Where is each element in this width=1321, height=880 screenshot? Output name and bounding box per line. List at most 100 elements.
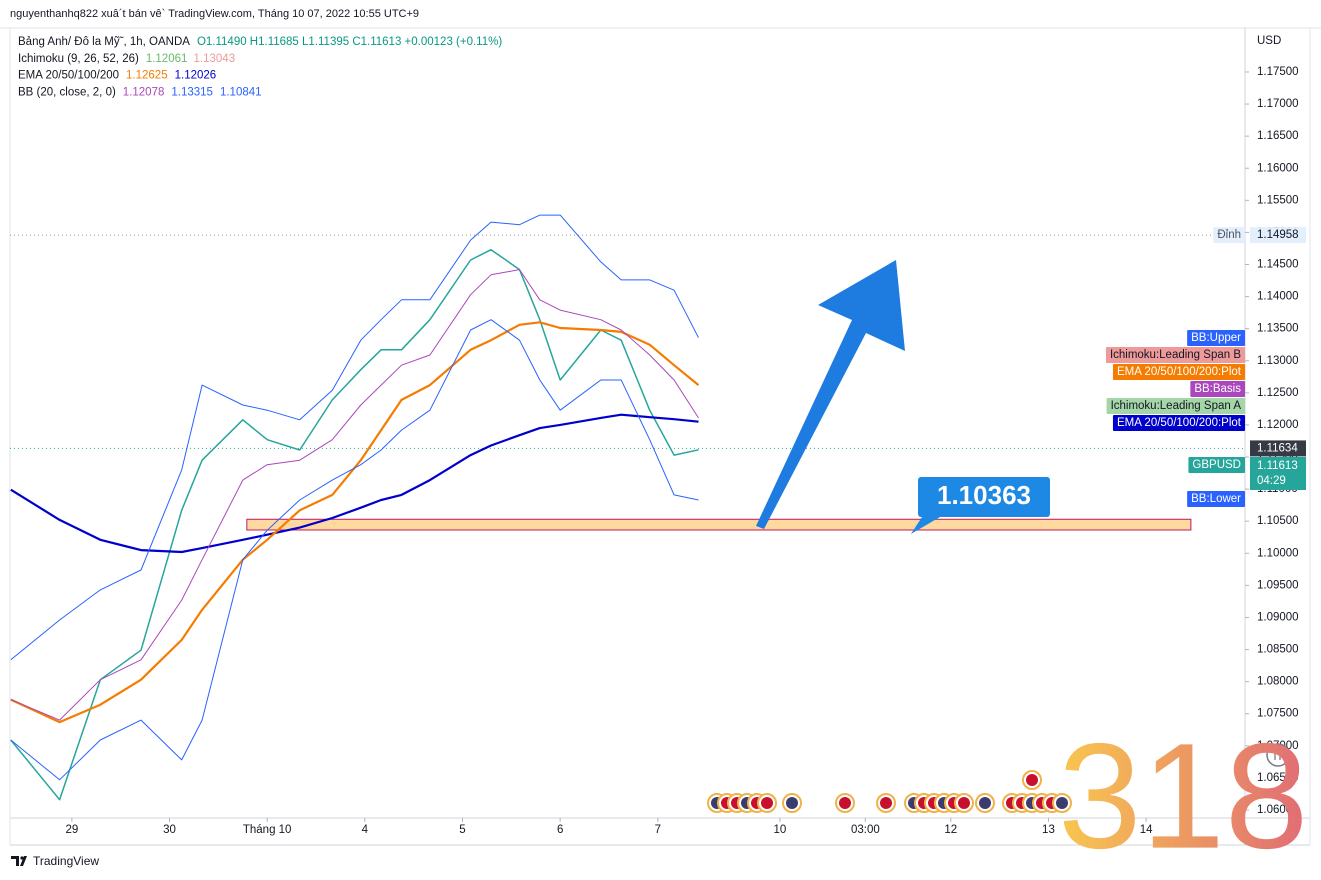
- y-tick-label: 1.12000: [1257, 419, 1299, 431]
- series-line: [10, 269, 699, 721]
- series-tag: EMA 20/50/100/200:Plot: [1112, 415, 1245, 431]
- tm-icon-glyph: [1271, 748, 1287, 760]
- zone-callout-label: 1.10363: [937, 480, 1031, 510]
- y-tick-label: 1.14000: [1257, 291, 1299, 303]
- y-tick-label: 1.17500: [1257, 66, 1299, 78]
- y-tick-label: 1.12500: [1257, 387, 1299, 399]
- indicator-tag: Ichimoku:Leading Span B: [1105, 347, 1245, 363]
- tradingview-logo: [11, 856, 27, 866]
- series-tag-text: EMA 20/50/100/200:Plot: [1117, 366, 1242, 378]
- y-tick-label: 1.13500: [1257, 323, 1299, 335]
- x-tick-label: 03:00: [851, 824, 880, 836]
- series-tag-box: [1112, 364, 1245, 380]
- legend-title: EMA 20/50/100/200: [18, 70, 119, 82]
- legend-value: 1.12078: [123, 86, 165, 98]
- x-tick-label: 13: [1042, 824, 1055, 836]
- series-line: [10, 248, 699, 801]
- y-tick-label: 1.10000: [1257, 547, 1299, 559]
- x-tick-label: 12: [944, 824, 957, 836]
- legend-row: BB (20, close, 2, 0) 1.12078 1.13315 1.1084…: [18, 86, 262, 98]
- tm-icon-ring: [1266, 743, 1290, 767]
- y-tick-label: 1.06500: [1257, 772, 1299, 784]
- event-icon-flag: [786, 797, 798, 809]
- y-tick-label: 1.07500: [1257, 708, 1299, 720]
- y-tick-label: 1.09000: [1257, 611, 1299, 623]
- indicator-tag-box: [1105, 347, 1245, 363]
- series-line: [10, 319, 699, 781]
- series-tag-box: [1112, 415, 1245, 431]
- indicator-tag: Ichimoku:Leading Span A: [1106, 398, 1245, 414]
- series-line: [10, 214, 699, 661]
- series-tag-box: [1187, 330, 1245, 346]
- event-icon-flag: [958, 797, 970, 809]
- tm-icon: [1266, 743, 1290, 767]
- event-icon-flag: [839, 797, 851, 809]
- legend-value: O1.11490 H1.11685 L1.11395 C1.11613 +0.0…: [197, 36, 502, 48]
- series-line: [10, 321, 700, 724]
- y-tick-label: 1.15500: [1257, 194, 1299, 206]
- y-tick-label: 1.16500: [1257, 130, 1299, 142]
- legend-value: 1.12625: [126, 70, 168, 82]
- level-tag-text: Đỉnh: [1217, 229, 1241, 241]
- series-tag-text: BB:Lower: [1191, 493, 1241, 505]
- legend-row: EMA 20/50/100/200 1.12625 1.12026: [18, 70, 216, 82]
- x-tick-label: 14: [1140, 824, 1153, 836]
- level-axis-label: 1.11634: [1257, 442, 1298, 454]
- countdown-label: 04:29: [1257, 475, 1286, 487]
- y-tick-label: 1.08500: [1257, 644, 1299, 656]
- series-tag-box: [1188, 457, 1245, 473]
- series-tag-box: [1187, 491, 1245, 507]
- y-tick-label: 1.08000: [1257, 676, 1299, 688]
- watermark: 318: [1058, 712, 1308, 880]
- y-tick-label: 1.16000: [1257, 162, 1299, 174]
- series-tag: BB:Basis: [1190, 381, 1245, 397]
- y-tick-label: 1.06000: [1257, 804, 1299, 816]
- series-tag-text: BB:Basis: [1194, 383, 1241, 395]
- legend-value: 1.12061: [146, 53, 187, 65]
- legend-value: 1.13043: [194, 53, 236, 65]
- series-tag: BB:Lower: [1187, 491, 1245, 507]
- series-tag-text: BB:Upper: [1191, 332, 1241, 344]
- y-tick-label: 1.10500: [1257, 515, 1299, 527]
- zone-callout-pointer: [910, 517, 940, 534]
- x-tick-label: 6: [557, 824, 563, 836]
- x-tick-label: 30: [163, 824, 176, 836]
- arrow-drawing: [756, 260, 905, 529]
- event-icon-flag: [761, 797, 773, 809]
- legend-row: Ichimoku (9, 26, 52, 26) 1.12061 1.13043: [18, 53, 235, 65]
- y-tick-label: 1.09500: [1257, 579, 1299, 591]
- series-tag: BB:Upper: [1187, 330, 1245, 346]
- series-tag-text: GBPUSD: [1192, 459, 1241, 471]
- y-tick-label: 1.14500: [1257, 259, 1299, 271]
- x-tick-label: 29: [65, 824, 78, 836]
- indicator-tag-text: Ichimoku:Leading Span A: [1111, 400, 1242, 412]
- level-tag: Đỉnh: [1213, 227, 1245, 244]
- footer-text: TradingView: [33, 854, 99, 868]
- logo-dot: [20, 856, 24, 860]
- support-zone: [246, 518, 1192, 531]
- legend-value: 1.10841: [220, 86, 262, 98]
- series-tag-box: [1190, 381, 1245, 397]
- legend-value: 1.12026: [175, 70, 217, 82]
- level-tag-box: [1213, 227, 1245, 244]
- level-axis-box: [1250, 440, 1306, 457]
- overlay: Bảng Anh/ Đô la Mỹ˜, 1h, OANDA O1.11490 H…: [18, 36, 1306, 813]
- series-tag: EMA 20/50/100/200:Plot: [1112, 364, 1245, 380]
- axis-unit: USD: [1257, 35, 1281, 47]
- zone-callout-box: [918, 477, 1050, 517]
- x-tick-label: Tháng 10: [243, 824, 292, 836]
- x-tick-label: 5: [459, 824, 465, 836]
- event-icon-flag: [1056, 797, 1068, 809]
- legend-row: Bảng Anh/ Đô la Mỹ˜, 1h, OANDA O1.11490 H…: [18, 36, 502, 48]
- legend-value: 1.13315: [171, 86, 213, 98]
- last-price-label: 1.11613: [1257, 460, 1298, 472]
- event-icon-flag: [979, 797, 991, 809]
- last-price-box: [1250, 457, 1306, 490]
- plot-area: 1.060001.065001.070001.075001.080001.085…: [10, 66, 1299, 836]
- header-text: nguyenthanhq822 xuâ´t bán vê` TradingVie…: [10, 8, 419, 20]
- indicator-tag-box: [1106, 398, 1245, 414]
- legend-title: BB (20, close, 2, 0): [18, 86, 116, 98]
- level-axis-box: [1250, 227, 1306, 244]
- series-line: [10, 413, 699, 554]
